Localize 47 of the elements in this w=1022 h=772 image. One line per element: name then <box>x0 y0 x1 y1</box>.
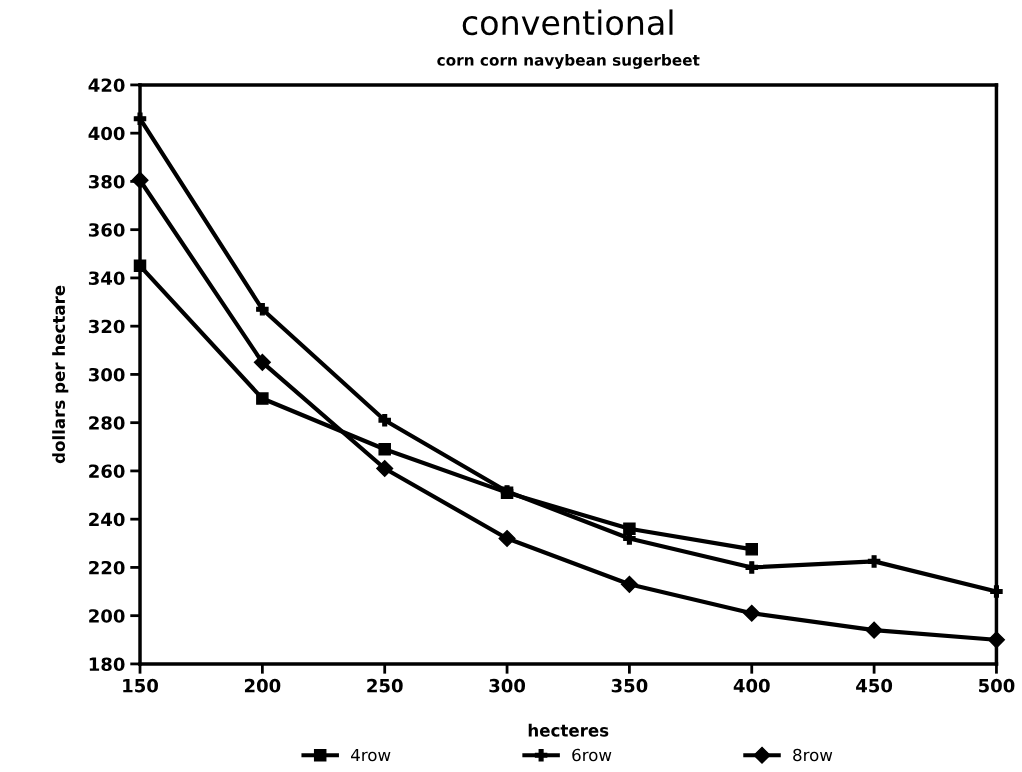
point <box>256 303 269 316</box>
x-tick-label: 250 <box>367 678 403 693</box>
y-tick-label: 220 <box>89 560 125 575</box>
y-tick-label: 180 <box>89 657 125 672</box>
y-tick-label: 280 <box>89 416 125 430</box>
point <box>745 543 759 556</box>
y-tick-label: 380 <box>88 174 125 189</box>
x-tick-label: 150 <box>123 678 158 693</box>
y-tick-label: 200 <box>89 609 125 623</box>
point <box>498 529 516 548</box>
point <box>865 621 883 639</box>
point <box>623 522 636 536</box>
point <box>133 112 147 125</box>
point <box>256 392 269 405</box>
y-tick-label: 300 <box>88 367 125 382</box>
x-axis-title: hecteres <box>528 723 609 737</box>
point <box>133 259 147 273</box>
y-tick-label: 360 <box>88 223 125 237</box>
x-tick-label: 200 <box>244 678 281 693</box>
point <box>378 442 391 456</box>
legend-label: 8row <box>793 748 833 762</box>
point <box>378 414 391 427</box>
chart-title: conventional <box>462 9 673 36</box>
x-tick-label: 300 <box>489 678 526 693</box>
point <box>131 171 149 189</box>
legend-label: 4row <box>351 748 391 762</box>
point <box>990 585 1003 598</box>
point <box>253 353 271 371</box>
x-tick-label: 400 <box>733 678 770 693</box>
x-tick-label: 350 <box>611 678 648 693</box>
point <box>867 555 881 568</box>
y-tick-label: 240 <box>89 512 125 527</box>
point <box>745 561 759 574</box>
point <box>620 575 638 593</box>
y-tick-label: 400 <box>88 126 125 141</box>
legend-label: 6row <box>572 748 612 762</box>
x-tick-label: 500 <box>979 678 1015 693</box>
x-tick-label: 450 <box>856 678 893 693</box>
y-tick-label: 340 <box>88 271 125 286</box>
point <box>743 604 761 622</box>
y-tick-label: 260 <box>89 464 125 479</box>
y-axis-title: dollars per hectare <box>52 285 69 464</box>
y-tick-label: 420 <box>88 78 125 93</box>
chart-subtitle: corn corn navybean sugerbeet <box>437 54 700 69</box>
point <box>376 459 394 478</box>
y-tick-label: 320 <box>88 319 125 334</box>
point <box>987 631 1006 649</box>
